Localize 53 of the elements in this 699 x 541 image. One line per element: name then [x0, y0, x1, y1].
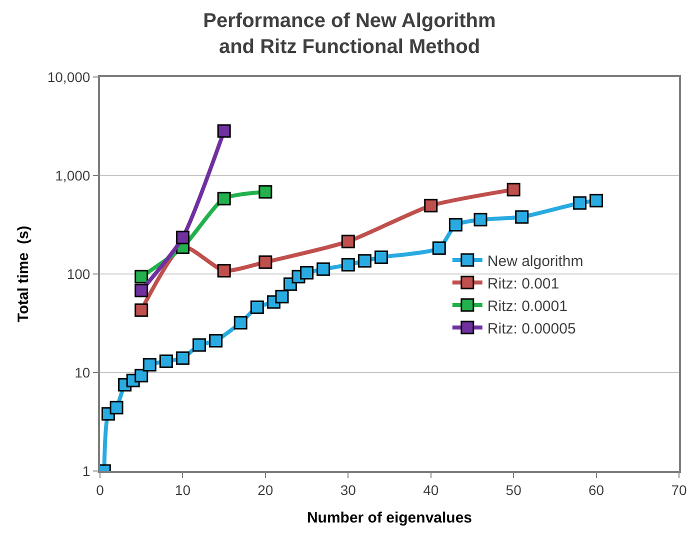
point — [134, 303, 148, 317]
point — [134, 368, 148, 382]
point — [424, 198, 438, 212]
y-tick-label: 100 — [66, 266, 90, 282]
point — [142, 358, 156, 372]
x-tick-label: 0 — [96, 482, 104, 498]
x-tick-label: 30 — [340, 482, 356, 498]
point — [341, 258, 355, 272]
point — [159, 354, 173, 368]
point — [358, 254, 372, 268]
y-tick-label: 10 — [74, 364, 90, 380]
point — [300, 266, 314, 280]
point — [374, 250, 388, 264]
legend-label: New algorithm — [487, 252, 584, 270]
point — [176, 351, 190, 365]
chart-title: Performance of New Algorithm and Ritz Functional Method — [203, 10, 496, 58]
point — [176, 230, 190, 244]
x-axis-title: Number of eigenvalues — [306, 509, 472, 526]
point — [110, 400, 124, 414]
point — [341, 234, 355, 248]
y-tick-label: 1 — [82, 462, 90, 479]
x-tick-label: 10 — [174, 482, 191, 498]
point — [234, 316, 248, 330]
point — [192, 338, 206, 352]
point — [572, 196, 586, 210]
x-tick-label: 70 — [671, 482, 687, 498]
x-tick-label: 50 — [506, 482, 522, 498]
point — [217, 192, 231, 206]
point — [506, 182, 520, 196]
point — [134, 284, 148, 298]
x-tick-label: 20 — [258, 482, 274, 498]
point — [250, 300, 264, 314]
y-tick-label: 10,000 — [47, 68, 90, 85]
point — [258, 185, 272, 199]
legend-label: Ritz: 0.0001 — [487, 298, 568, 315]
point — [590, 194, 604, 208]
y-tick-label: 1,000 — [55, 167, 90, 184]
point — [474, 212, 488, 226]
point — [515, 210, 529, 224]
point — [316, 262, 330, 276]
y-axis-title: Total time (s) — [15, 226, 32, 322]
point — [258, 255, 272, 269]
legend-label: Ritz: 0.00005 — [487, 320, 576, 338]
legend-label: Ritz: 0.001 — [487, 275, 560, 292]
point — [209, 334, 223, 348]
point — [275, 290, 289, 304]
x-tick-label: 40 — [423, 482, 439, 498]
point — [448, 218, 462, 232]
x-tick-label: 60 — [588, 482, 604, 498]
point — [432, 241, 446, 255]
point — [217, 264, 231, 278]
point — [134, 270, 148, 284]
point — [217, 124, 231, 138]
